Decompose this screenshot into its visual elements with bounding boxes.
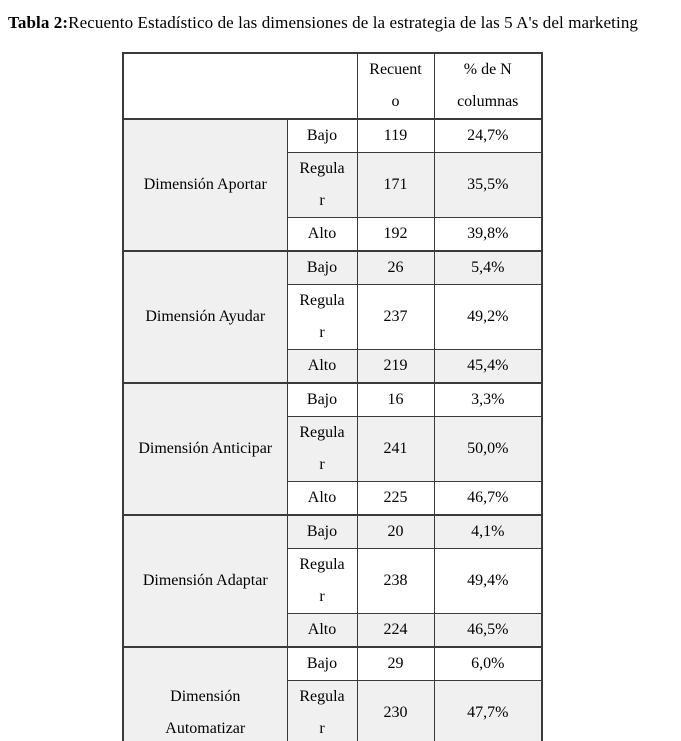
count-cell: 29 bbox=[356, 646, 435, 681]
count-cell: 171 bbox=[356, 152, 435, 218]
count-cell: 225 bbox=[356, 481, 435, 516]
table-row: Alto 192 39,8% bbox=[123, 217, 543, 252]
count-cell: 237 bbox=[356, 284, 435, 350]
percent-cell: 45,4% bbox=[433, 349, 543, 384]
percent-cell: 6,0% bbox=[433, 646, 543, 681]
level-cell: Regula r bbox=[286, 284, 358, 350]
table-row: Alto 224 46,5% bbox=[123, 613, 543, 648]
dimension-cell: Dimensión Automatizar bbox=[122, 646, 288, 741]
level-cell: Regula r bbox=[286, 152, 358, 218]
percent-cell: 3,3% bbox=[433, 382, 543, 417]
count-cell: 224 bbox=[356, 613, 435, 648]
percent-cell: 50,0% bbox=[433, 416, 543, 482]
percent-cell: 47,7% bbox=[433, 680, 543, 741]
table-row: Regula r 238 49,4% bbox=[123, 548, 543, 614]
header-pct-columnas-cell: % de N columnas bbox=[433, 52, 543, 120]
level-cell: Regula r bbox=[286, 548, 358, 614]
level-cell: Alto bbox=[286, 349, 358, 384]
statistics-table: Recuent o % de N columnas Dimensión Apor… bbox=[122, 52, 543, 741]
percent-cell: 4,1% bbox=[433, 514, 543, 549]
percent-cell: 39,8% bbox=[433, 217, 543, 252]
percent-cell: 35,5% bbox=[433, 152, 543, 218]
level-cell: Alto bbox=[286, 613, 358, 648]
level-cell: Regula r bbox=[286, 680, 358, 741]
level-cell: Regula r bbox=[286, 416, 358, 482]
table-row: Regula r 241 50,0% bbox=[123, 416, 543, 482]
dimension-cell: Dimensión Aportar bbox=[122, 118, 288, 252]
count-cell: 219 bbox=[356, 349, 435, 384]
count-cell: 241 bbox=[356, 416, 435, 482]
dimension-cell: Dimensión Anticipar bbox=[122, 382, 288, 516]
table-row: Dimensión Ayudar Bajo 26 5,4% bbox=[122, 250, 543, 384]
table-row: Regula r 171 35,5% bbox=[123, 152, 543, 218]
count-cell: 238 bbox=[356, 548, 435, 614]
level-cell: Alto bbox=[286, 481, 358, 516]
percent-cell: 5,4% bbox=[433, 250, 543, 285]
table-row: Alto 225 46,7% bbox=[123, 481, 543, 516]
level-cell: Alto bbox=[286, 217, 358, 252]
level-cell: Bajo bbox=[286, 250, 358, 285]
table-row: Dimensión Anticipar Bajo 16 3,3% bbox=[122, 382, 543, 516]
count-cell: 26 bbox=[356, 250, 435, 285]
percent-cell: 46,7% bbox=[433, 481, 543, 516]
table-caption: Tabla 2:Recuento Estadístico de las dime… bbox=[8, 13, 638, 33]
table-header-row: Recuent o % de N columnas bbox=[122, 52, 543, 120]
percent-cell: 46,5% bbox=[433, 613, 543, 648]
level-cell: Bajo bbox=[286, 514, 358, 549]
table-caption-text: Recuento Estadístico de las dimensiones … bbox=[68, 13, 639, 32]
table-row: Dimensión Aportar Bajo 119 24,7% bbox=[122, 118, 543, 252]
table-row: Dimensión Automatizar Bajo 29 6,0% bbox=[122, 646, 543, 741]
count-cell: 20 bbox=[356, 514, 435, 549]
table-caption-label: Tabla 2: bbox=[8, 13, 69, 32]
table-row: Alto 219 45,4% bbox=[123, 349, 543, 384]
level-cell: Bajo bbox=[286, 118, 358, 153]
dimension-cell: Dimensión Adaptar bbox=[122, 514, 288, 648]
table-row: Regula r 230 47,7% bbox=[123, 680, 543, 741]
header-blank-cell bbox=[122, 52, 358, 120]
percent-cell: 49,4% bbox=[433, 548, 543, 614]
header-recuento-cell: Recuent o bbox=[356, 52, 435, 120]
count-cell: 119 bbox=[356, 118, 435, 153]
dimension-cell: Dimensión Ayudar bbox=[122, 250, 288, 384]
count-cell: 230 bbox=[356, 680, 435, 741]
level-cell: Bajo bbox=[286, 646, 358, 681]
table-row: Regula r 237 49,2% bbox=[123, 284, 543, 350]
percent-cell: 24,7% bbox=[433, 118, 543, 153]
percent-cell: 49,2% bbox=[433, 284, 543, 350]
count-cell: 192 bbox=[356, 217, 435, 252]
level-cell: Bajo bbox=[286, 382, 358, 417]
table-row: Dimensión Adaptar Bajo 20 4,1% bbox=[122, 514, 543, 648]
count-cell: 16 bbox=[356, 382, 435, 417]
